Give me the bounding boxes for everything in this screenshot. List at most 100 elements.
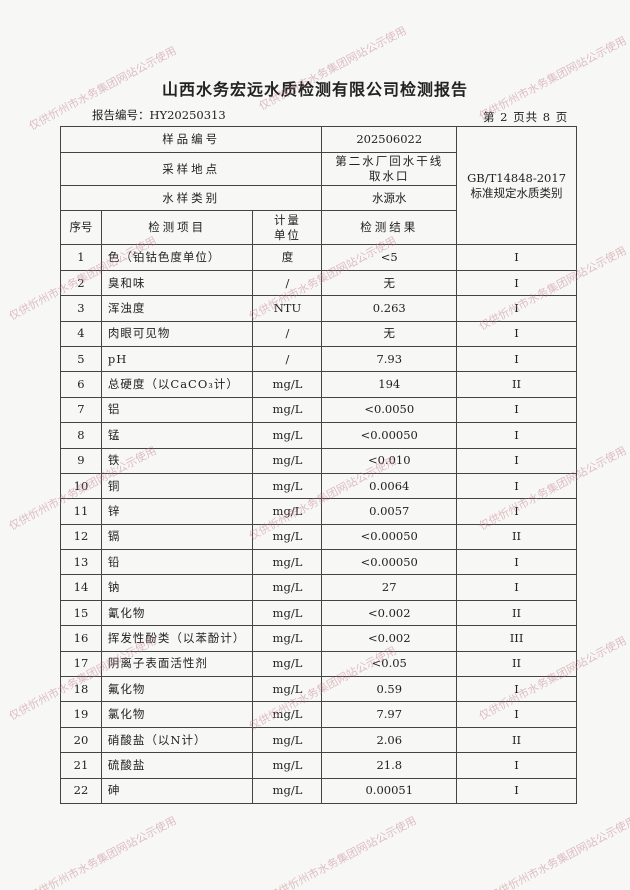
row-item: 氟化物 — [100, 676, 254, 703]
row-item: 铁 — [100, 447, 254, 474]
table-row: 7 铝 mg/L <0.0050 I — [60, 396, 577, 424]
row-no: 6 — [60, 371, 102, 398]
results-table: 样品编号 202506022 GB/T14848-2017 标准规定水质类别 采… — [59, 125, 577, 804]
table-row: 22 砷 mg/L 0.00051 I — [60, 777, 577, 804]
row-no: 11 — [60, 498, 102, 525]
row-item: 挥发性酚类（以苯酚计） — [100, 625, 254, 652]
table-row: 3 浑浊度 NTU 0.263 I — [60, 295, 577, 322]
row-no: 10 — [60, 472, 102, 500]
col-unit: 计量单位 — [252, 210, 323, 246]
row-result: 194 — [321, 371, 458, 398]
watermark: 仅供忻州市水务集团网站公示使用 — [486, 813, 630, 890]
row-class: I — [456, 244, 577, 271]
row-class: I — [456, 549, 577, 576]
watermark: 仅供忻州市水务集团网站公示使用 — [26, 813, 179, 890]
row-no: 2 — [60, 269, 102, 297]
table-row: 18 氟化物 mg/L 0.59 I — [60, 676, 577, 703]
row-unit: / — [252, 320, 323, 347]
table-row: 1 色（铂钴色度单位）度 <5 I — [60, 244, 577, 271]
type-label: 水样类别 — [59, 184, 323, 212]
row-no: 20 — [60, 726, 102, 754]
row-item: 臭和味 — [100, 269, 254, 297]
row-class: II — [456, 599, 577, 627]
row-item: 钠 — [100, 574, 254, 601]
row-item: 阴离子表面活性剂 — [100, 650, 254, 678]
row-unit: mg/L — [252, 650, 323, 678]
row-result: 无 — [321, 320, 458, 347]
row-unit: mg/L — [252, 396, 323, 424]
watermark: 仅供忻州市水务集团网站公示使用 — [256, 23, 409, 113]
col-item: 检测项目 — [100, 210, 254, 246]
row-unit: / — [252, 269, 323, 297]
row-result: 0.0057 — [321, 498, 458, 525]
row-class: I — [456, 752, 577, 779]
row-class: II — [456, 726, 577, 754]
table-row: 17 阴离子表面活性剂 mg/L <0.05 II — [60, 650, 577, 678]
table-row: 12 镉 mg/L <0.00050 II — [60, 523, 577, 551]
row-unit: / — [252, 345, 323, 373]
row-no: 14 — [60, 574, 102, 601]
row-no: 3 — [60, 295, 102, 322]
row-class: III — [456, 625, 577, 652]
row-item: 氰化物 — [100, 599, 254, 627]
col-no: 序号 — [60, 210, 102, 246]
row-result: 7.93 — [321, 345, 458, 373]
row-item: 总硬度（以CaCO₃计） — [100, 371, 254, 398]
row-item: 肉眼可见物 — [100, 320, 254, 347]
row-result: <0.002 — [321, 625, 458, 652]
row-item: 铝 — [100, 396, 254, 424]
row-unit: mg/L — [252, 726, 323, 754]
row-no: 18 — [60, 676, 102, 703]
row-result: <0.00050 — [321, 422, 458, 449]
row-unit: mg/L — [252, 549, 323, 576]
row-unit: mg/L — [252, 777, 323, 804]
row-class: I — [456, 269, 577, 297]
table-row: 21 硫酸盐 mg/L 21.8 I — [60, 752, 577, 779]
table-row: 8 锰 mg/L <0.00050 I — [60, 422, 577, 449]
row-unit: mg/L — [252, 599, 323, 627]
row-no: 17 — [60, 650, 102, 678]
row-result: 无 — [321, 269, 458, 297]
row-no: 15 — [60, 599, 102, 627]
row-no: 13 — [60, 549, 102, 576]
row-result: <0.00050 — [321, 523, 458, 551]
table-row: 11 锌 mg/L 0.0057 I — [60, 498, 577, 525]
row-no: 12 — [60, 523, 102, 551]
row-no: 22 — [60, 777, 102, 804]
row-no: 21 — [60, 752, 102, 779]
row-unit: mg/L — [252, 701, 323, 728]
report-title: 山西水务宏远水质检测有限公司检测报告 — [161, 80, 468, 99]
row-no: 19 — [60, 701, 102, 728]
standard-header: GB/T14848-2017 标准规定水质类别 — [456, 125, 577, 246]
row-class: I — [456, 320, 577, 347]
row-class: II — [456, 523, 577, 551]
row-no: 4 — [60, 320, 102, 347]
table-row: 5 pH/7.93 I — [60, 345, 577, 373]
table-row: 6 总硬度（以CaCO₃计） mg/L 194 II — [60, 371, 577, 398]
row-result: <0.05 — [321, 650, 458, 678]
row-unit: mg/L — [252, 472, 323, 500]
row-result: 0.59 — [321, 676, 458, 703]
sample-no: 202506022 — [321, 126, 458, 153]
row-unit: mg/L — [252, 422, 323, 449]
row-item: 砷 — [100, 777, 254, 804]
page-info: 第 2 页共 8 页 — [483, 110, 569, 124]
row-unit: mg/L — [252, 371, 323, 398]
row-unit: mg/L — [252, 676, 323, 703]
table-row: 20 硝酸盐（以N计） mg/L 2.06 II — [60, 726, 577, 754]
row-class: I — [456, 295, 577, 322]
row-class: I — [456, 345, 577, 373]
row-no: 16 — [60, 625, 102, 652]
water-type: 水源水 — [321, 184, 458, 212]
row-result: <0.010 — [321, 447, 458, 474]
row-class: I — [456, 447, 577, 474]
report-number: 报告编号：HY20250313 — [92, 108, 226, 122]
row-item: 镉 — [100, 523, 254, 551]
row-item: 锌 — [100, 498, 254, 525]
row-unit: mg/L — [252, 574, 323, 601]
table-row: 2 臭和味 / 无 I — [60, 269, 577, 297]
row-class: I — [456, 676, 577, 703]
row-item: 硝酸盐（以N计） — [100, 726, 254, 754]
row-result: <0.002 — [321, 599, 458, 627]
